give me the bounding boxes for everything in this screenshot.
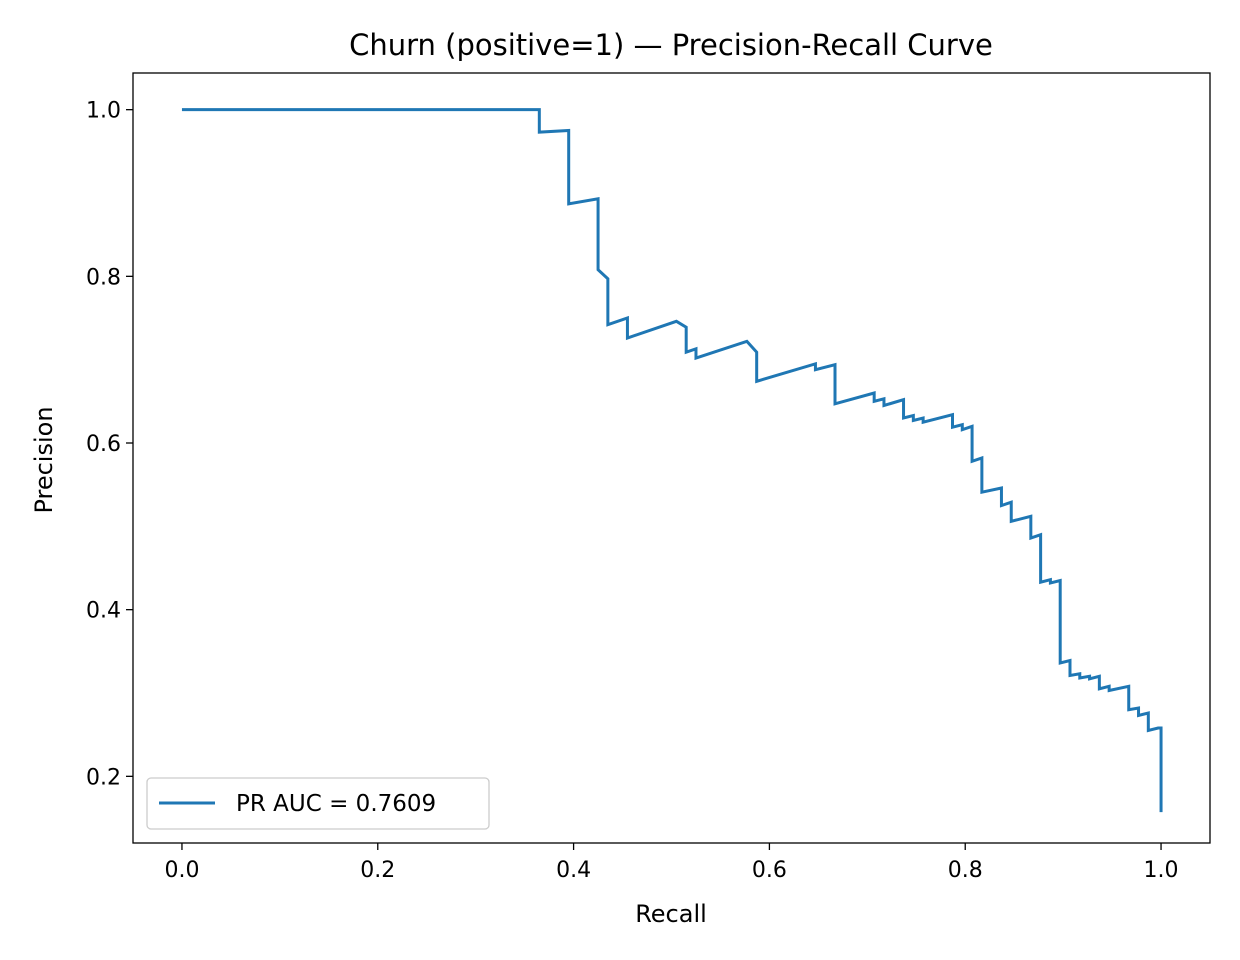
pr-curve-point-9 — [627, 318, 628, 319]
pr-curve-point-50 — [1050, 583, 1051, 584]
pr-curve-point-23 — [874, 393, 875, 394]
pr-curve-point-58 — [1089, 678, 1090, 679]
pr-curve-point-8 — [607, 324, 608, 325]
pr-curve-point-67 — [1148, 713, 1149, 714]
pr-curve-point-64 — [1128, 709, 1129, 710]
pr-curve-point-39 — [981, 458, 982, 459]
pr-curve-point-70 — [1161, 728, 1162, 729]
pr-curve-point-37 — [972, 426, 973, 427]
series-layer — [181, 108, 1163, 813]
y-tick-label: 0.8 — [86, 265, 121, 290]
pr-curve-point-7 — [607, 278, 608, 279]
pr-curve-point-36 — [962, 429, 963, 430]
x-tick-label: 1.0 — [1144, 858, 1179, 883]
pr-curve-point-25 — [883, 398, 884, 399]
pr-curve-point-2 — [539, 132, 540, 133]
pr-curve-point-48 — [1040, 582, 1041, 583]
x-tick-label: 0.6 — [752, 858, 787, 883]
pr-curve-point-66 — [1138, 715, 1139, 716]
pr-curve-point-62 — [1109, 690, 1110, 691]
pr-curve-point-54 — [1069, 675, 1070, 676]
x-tick-label: 0.8 — [948, 858, 983, 883]
pr-curve-point-30 — [913, 420, 914, 421]
plot-area-frame — [132, 72, 1211, 844]
pr-curve-point-65 — [1138, 708, 1139, 709]
pr-curve-point-69 — [1158, 728, 1159, 729]
pr-curve-point-42 — [1001, 505, 1002, 506]
pr-curve-point-38 — [972, 461, 973, 462]
pr-curve-point-17 — [756, 352, 757, 353]
y-tick-label: 1.0 — [86, 99, 121, 124]
pr-curve-point-4 — [568, 203, 569, 204]
pr-curve-line — [181, 108, 1163, 813]
pr-curve-point-3 — [568, 130, 569, 131]
y-axis-ticks: 0.2 0.4 0.6 0.8 1.0 — [86, 99, 133, 790]
pr-curve-point-26 — [883, 405, 884, 406]
pr-curve-point-52 — [1060, 663, 1061, 664]
pr-curve-point-5 — [598, 198, 599, 199]
pr-curve-point-61 — [1109, 686, 1110, 687]
y-tick-label: 0.4 — [86, 599, 121, 624]
pr-curve-point-11 — [676, 321, 677, 322]
legend: PR AUC = 0.7609 — [146, 777, 490, 830]
chart-title: Churn (positive=1) — Precision-Recall Cu… — [349, 28, 993, 62]
legend-label: PR AUC = 0.7609 — [236, 791, 436, 817]
x-tick-label: 0.4 — [556, 858, 591, 883]
pr-curve-point-53 — [1069, 660, 1070, 661]
pr-curve-point-63 — [1128, 686, 1129, 687]
pr-curve-point-71 — [1161, 812, 1162, 813]
pr-curve-point-1 — [539, 109, 540, 110]
pr-curve-point-47 — [1040, 534, 1041, 535]
x-tick-label: 0.0 — [164, 858, 199, 883]
pr-curve-point-27 — [903, 399, 904, 400]
pr-curve-point-28 — [903, 418, 904, 419]
pr-curve-point-68 — [1148, 730, 1149, 731]
pr-curve-point-35 — [962, 424, 963, 425]
pr-curve-point-56 — [1079, 678, 1080, 679]
pr-curve-point-16 — [746, 341, 747, 342]
pr-curve-point-60 — [1099, 688, 1100, 689]
pr-curve-point-51 — [1060, 580, 1061, 581]
pr-curve-point-22 — [835, 403, 836, 404]
pr-curve-point-55 — [1079, 673, 1080, 674]
pr-curve-point-46 — [1030, 538, 1031, 539]
pr-curve-point-43 — [1011, 502, 1012, 503]
pr-curve-point-41 — [1001, 488, 1002, 489]
pr-curve-point-44 — [1011, 521, 1012, 522]
pr-curve-point-59 — [1099, 676, 1100, 677]
pr-curve-point-21 — [835, 364, 836, 365]
pr-curve-point-31 — [923, 418, 924, 419]
x-axis-ticks: 0.0 0.2 0.4 0.6 0.8 1.0 — [164, 843, 1179, 883]
pr-curve-point-34 — [952, 427, 953, 428]
pr-curve-point-32 — [923, 422, 924, 423]
pr-curve-point-40 — [981, 492, 982, 493]
y-axis-label: Precision — [30, 406, 58, 513]
x-axis-label: Recall — [635, 900, 707, 928]
pr-curve-point-18 — [756, 381, 757, 382]
legend-box — [146, 777, 490, 830]
pr-curve-point-10 — [627, 338, 628, 339]
pr-curve-point-45 — [1030, 516, 1031, 517]
pr-curve-point-15 — [695, 358, 696, 359]
pr-curve-point-6 — [598, 269, 599, 270]
pr-curve-point-0 — [181, 109, 182, 110]
pr-curve-point-33 — [952, 414, 953, 415]
pr-curve-point-19 — [815, 363, 816, 364]
y-tick-label: 0.2 — [86, 765, 121, 790]
y-tick-label: 0.6 — [86, 432, 121, 457]
pr-curve-point-29 — [913, 415, 914, 416]
x-tick-label: 0.2 — [360, 858, 395, 883]
pr-curve-point-57 — [1089, 676, 1090, 677]
pr-curve-point-20 — [815, 369, 816, 370]
pr-curve-point-12 — [686, 327, 687, 328]
pr-curve-point-13 — [686, 352, 687, 353]
pr-curve-point-24 — [874, 401, 875, 402]
pr-curve-point-49 — [1050, 579, 1051, 580]
pr-curve-point-14 — [695, 348, 696, 349]
